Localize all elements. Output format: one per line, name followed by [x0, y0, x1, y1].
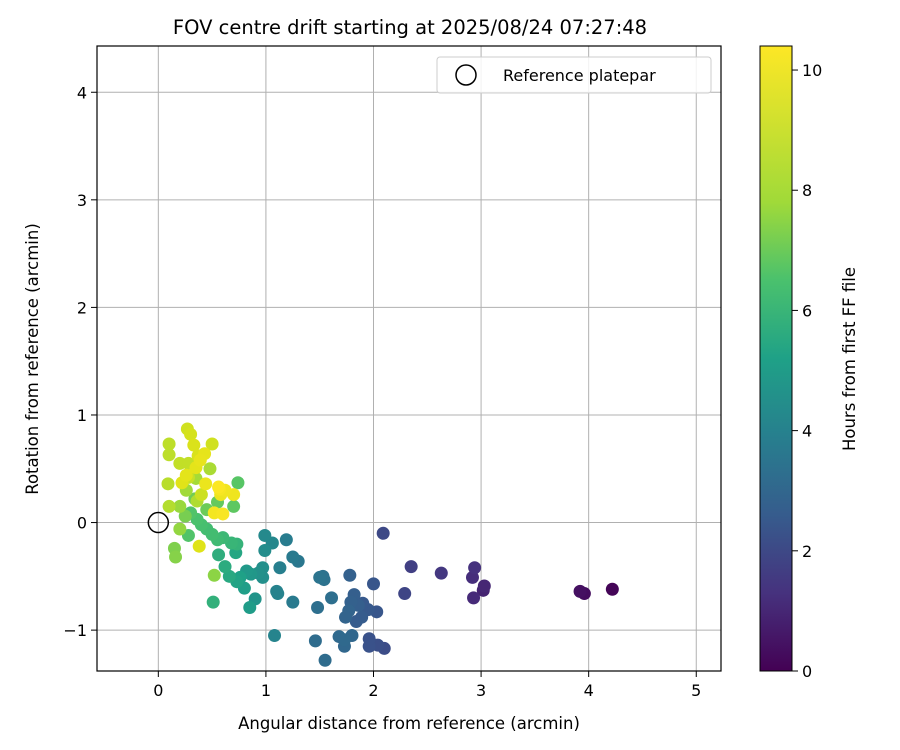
colorbar-tick-label: 6	[802, 301, 812, 320]
y-tick-label: 0	[77, 514, 87, 533]
scatter-point	[199, 477, 213, 491]
x-tick-label: 4	[584, 681, 594, 700]
scatter-point	[376, 526, 390, 540]
scatter-point	[179, 468, 193, 482]
scatter-point	[573, 584, 587, 598]
scatter-point	[212, 480, 226, 494]
legend-marker-icon	[455, 64, 477, 86]
y-axis-label: Rotation from reference (arcmin)	[23, 223, 42, 495]
colorbar-tick-label: 10	[802, 61, 822, 80]
colorbar-label: Hours from first FF file	[840, 267, 859, 451]
colorbar-tick-label: 0	[802, 662, 812, 681]
reference-platepar-marker	[147, 511, 170, 534]
colorbar-tick-label: 8	[802, 181, 812, 200]
scatter-point	[212, 548, 226, 562]
scatter-point	[311, 601, 325, 615]
scatter-point	[173, 522, 187, 536]
scatter-point	[222, 569, 236, 583]
scatter-point	[398, 587, 412, 601]
scatter-point	[216, 507, 230, 521]
scatter-point	[258, 544, 272, 558]
scatter-point	[193, 453, 207, 467]
colorbar	[759, 45, 793, 672]
scatter-point	[467, 591, 481, 605]
plot-frame	[96, 45, 722, 672]
colorbar-tick-label: 4	[802, 422, 812, 441]
scatter-point	[192, 539, 206, 553]
scatter-point	[268, 629, 282, 643]
scatter-point	[162, 437, 176, 451]
y-tick-label: 1	[77, 406, 87, 425]
legend-box	[436, 56, 712, 94]
scatter-point	[173, 499, 187, 513]
scatter-point	[343, 568, 357, 582]
scatter-point	[243, 601, 257, 615]
scatter-point	[207, 568, 221, 582]
x-tick-label: 5	[691, 681, 701, 700]
x-tick-label: 3	[476, 681, 486, 700]
scatter-point	[366, 577, 380, 591]
y-tick-label: 4	[77, 83, 87, 102]
x-axis-label: Angular distance from reference (arcmin)	[238, 714, 580, 733]
scatter-point	[318, 653, 332, 667]
scatter-point	[279, 533, 293, 547]
scatter-point	[206, 595, 220, 609]
y-tick-label: 2	[77, 298, 87, 317]
scatter-point	[162, 499, 176, 513]
scatter-point	[231, 476, 245, 490]
legend-label: Reference platepar	[503, 66, 656, 85]
chart-title: FOV centre drift starting at 2025/08/24 …	[173, 16, 647, 39]
x-tick-label: 1	[261, 681, 271, 700]
scatter-point	[194, 488, 208, 502]
scatter-point	[313, 570, 327, 584]
grid	[97, 46, 721, 671]
colorbar-tick-label: 2	[802, 542, 812, 561]
scatter-point	[362, 632, 376, 646]
scatter-point	[404, 560, 418, 574]
y-tick-label: −1	[63, 621, 87, 640]
scatter-point	[465, 570, 479, 584]
scatter-point	[169, 550, 183, 564]
scatter-point	[218, 560, 232, 574]
scatter-point	[605, 582, 619, 596]
scatter-point	[162, 448, 176, 462]
scatter-point	[273, 561, 287, 575]
scatter-point	[258, 528, 272, 542]
scatter-point	[434, 566, 448, 580]
scatter-point	[184, 427, 198, 441]
scatter-point	[308, 634, 322, 648]
scatter-point	[271, 587, 285, 601]
scatter-point	[468, 561, 482, 575]
scatter-point	[178, 509, 192, 523]
y-axis-ticks: −1 0 1 2 3 4	[63, 83, 97, 640]
y-tick-label: 3	[77, 191, 87, 210]
scatter-point	[286, 550, 300, 564]
scatter-point	[337, 633, 351, 647]
x-axis-ticks: 0 1 2 3 4 5	[153, 671, 701, 700]
scatter-point	[187, 438, 201, 452]
legend: Reference platepar	[436, 56, 712, 94]
scatter-point	[286, 595, 300, 609]
scatter-point	[203, 462, 217, 476]
x-tick-label: 0	[153, 681, 163, 700]
x-tick-label: 2	[368, 681, 378, 700]
scatter-point	[349, 615, 363, 629]
scatter-point	[339, 610, 353, 624]
scatter-point	[205, 437, 219, 451]
scatter-point	[161, 477, 175, 491]
colorbar-ticks: 0 2 4 6 8 10	[792, 61, 822, 681]
scatter-points	[161, 422, 619, 667]
scatter-point	[325, 591, 339, 605]
scatter-point	[227, 499, 241, 513]
plot-area-background	[97, 46, 721, 671]
scatter-point	[477, 579, 491, 593]
